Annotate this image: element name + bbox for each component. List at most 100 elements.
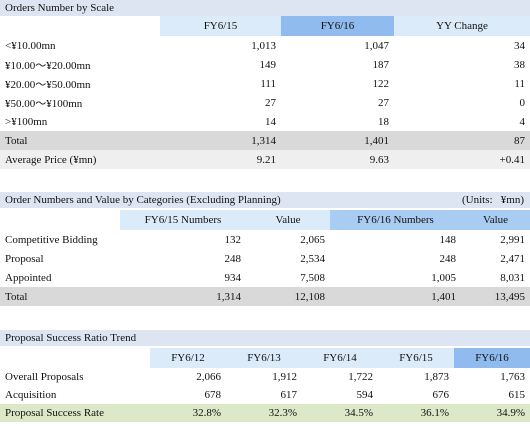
table-row: >¥100mn 14 18 4 [0, 112, 530, 131]
row-label: ¥10.00～¥20.00mn [5, 59, 91, 72]
cell-value: 2,991 [500, 233, 525, 246]
row-label: Proposal Success Rate [0, 404, 150, 422]
cell-value: 14 [265, 115, 276, 128]
table-row: Acquisition 678 617 594 676 615 [0, 386, 530, 404]
column-header: FY6/16 [281, 16, 394, 36]
cell-value: 148 [439, 233, 457, 246]
cell-value: 9.63 [281, 150, 394, 169]
table-header-row: FY6/12 FY6/13 FY6/14 FY6/15 FY6/16 [0, 348, 530, 368]
header-empty [0, 16, 160, 36]
cell-value: 615 [508, 389, 526, 401]
cell-value: 2,066 [196, 371, 221, 383]
cell-value: 1,005 [431, 271, 456, 284]
cell-value: 18 [378, 115, 389, 128]
cell-value: 678 [204, 389, 222, 401]
header-empty [0, 348, 150, 368]
cell-value: 32.8% [150, 404, 226, 422]
table-row: Appointed 934 7,508 1,005 8,031 [0, 268, 530, 287]
table-header-row: FY6/15 Numbers Value FY6/16 Numbers Valu… [0, 210, 530, 230]
section-title-categories: Order Numbers and Value by Categories (E… [0, 192, 530, 208]
section-title-orders-by-scale: Orders Number by Scale [0, 0, 530, 16]
row-label: Total [0, 131, 160, 150]
table-row: ¥50.00～¥100mn 27 27 0 [0, 93, 530, 112]
row-label: Total [0, 287, 120, 306]
cell-value: 1,314 [120, 287, 246, 306]
average-price-row: Average Price (¥mn) 9.21 9.63 +0.41 [0, 150, 530, 169]
cell-value: 122 [372, 77, 390, 90]
column-header: FY6/16 [454, 348, 530, 368]
cell-value: 34.9% [454, 404, 530, 422]
column-header: FY6/15 [378, 348, 454, 368]
row-label: <¥10.00mn [5, 39, 56, 52]
cell-value: 1,401 [281, 131, 394, 150]
cell-value: 32.3% [226, 404, 302, 422]
cell-value: 2,065 [300, 233, 325, 246]
row-label: Competitive Bidding [5, 233, 98, 246]
cell-value: 12,108 [246, 287, 330, 306]
section-title-text: Proposal Success Ratio Trend [5, 332, 137, 344]
row-label: Proposal [5, 252, 44, 265]
cell-value: 594 [356, 389, 374, 401]
column-header: FY6/12 [150, 348, 226, 368]
cell-value: 132 [224, 233, 242, 246]
cell-value: 149 [259, 58, 277, 71]
cell-value: 248 [439, 252, 457, 265]
cell-value: 4 [519, 115, 526, 128]
orders-by-scale-table: FY6/15 FY6/16 YY Change <¥10.00mn 1,013 … [0, 16, 530, 169]
cell-value: 2,471 [500, 252, 525, 265]
cell-value: 34 [514, 39, 525, 52]
units-label: (Units: ¥mn) [461, 194, 524, 206]
cell-value: 27 [265, 96, 276, 109]
total-row: Total 1,314 1,401 87 [0, 131, 530, 150]
cell-value: 9.21 [160, 150, 281, 169]
cell-value: 676 [432, 389, 450, 401]
table-row: <¥10.00mn 1,013 1,047 34 [0, 36, 530, 55]
cell-value: 0 [519, 96, 526, 109]
cell-value: 8,031 [500, 271, 525, 284]
cell-value: 27 [378, 96, 389, 109]
cell-value: 13,495 [461, 287, 530, 306]
cell-value: 1,763 [500, 371, 525, 383]
table-header-row: FY6/15 FY6/16 YY Change [0, 16, 530, 36]
categories-table: FY6/15 Numbers Value FY6/16 Numbers Valu… [0, 210, 530, 306]
cell-value: 1,873 [424, 371, 449, 383]
cell-value: 1,722 [348, 371, 373, 383]
cell-value: 1,314 [160, 131, 281, 150]
header-empty [0, 210, 120, 230]
success-ratio-table: FY6/12 FY6/13 FY6/14 FY6/15 FY6/16 Overa… [0, 348, 530, 422]
section-title-text: Orders Number by Scale [5, 2, 115, 14]
table-row: Proposal 248 2,534 248 2,471 [0, 249, 530, 268]
column-header: FY6/15 [160, 16, 281, 36]
cell-value: 1,013 [251, 39, 276, 52]
section-title-success-ratio: Proposal Success Ratio Trend [0, 330, 530, 346]
column-header: Value [246, 210, 330, 230]
cell-value: 248 [224, 252, 242, 265]
cell-value: 11 [514, 77, 525, 90]
row-label: Average Price (¥mn) [0, 150, 160, 169]
cell-value: 2,534 [300, 252, 325, 265]
cell-value: 617 [280, 389, 298, 401]
table-row: Overall Proposals 2,066 1,912 1,722 1,87… [0, 368, 530, 386]
cell-value: 111 [260, 77, 276, 90]
column-header: FY6/16 Numbers [330, 210, 461, 230]
row-label: >¥100mn [5, 115, 48, 128]
column-header: Value [461, 210, 530, 230]
row-label: ¥50.00～¥100mn [5, 97, 83, 110]
cell-value: 36.1% [378, 404, 454, 422]
column-header: FY6/13 [226, 348, 302, 368]
row-label: Appointed [5, 271, 52, 284]
row-label: Acquisition [5, 389, 57, 401]
cell-value: 34.5% [302, 404, 378, 422]
section-title-text: Order Numbers and Value by Categories (E… [5, 194, 281, 206]
cell-value: 7,508 [300, 271, 325, 284]
cell-value: 1,047 [364, 39, 389, 52]
cell-value: +0.41 [394, 150, 530, 169]
table-row: ¥20.00～¥50.00mn 111 122 11 [0, 74, 530, 93]
cell-value: 934 [224, 271, 242, 284]
cell-value: 87 [394, 131, 530, 150]
cell-value: 1,912 [272, 371, 297, 383]
row-label: ¥20.00～¥50.00mn [5, 78, 91, 91]
cell-value: 1,401 [330, 287, 461, 306]
total-row: Total 1,314 12,108 1,401 13,495 [0, 287, 530, 306]
cell-value: 187 [372, 58, 390, 71]
